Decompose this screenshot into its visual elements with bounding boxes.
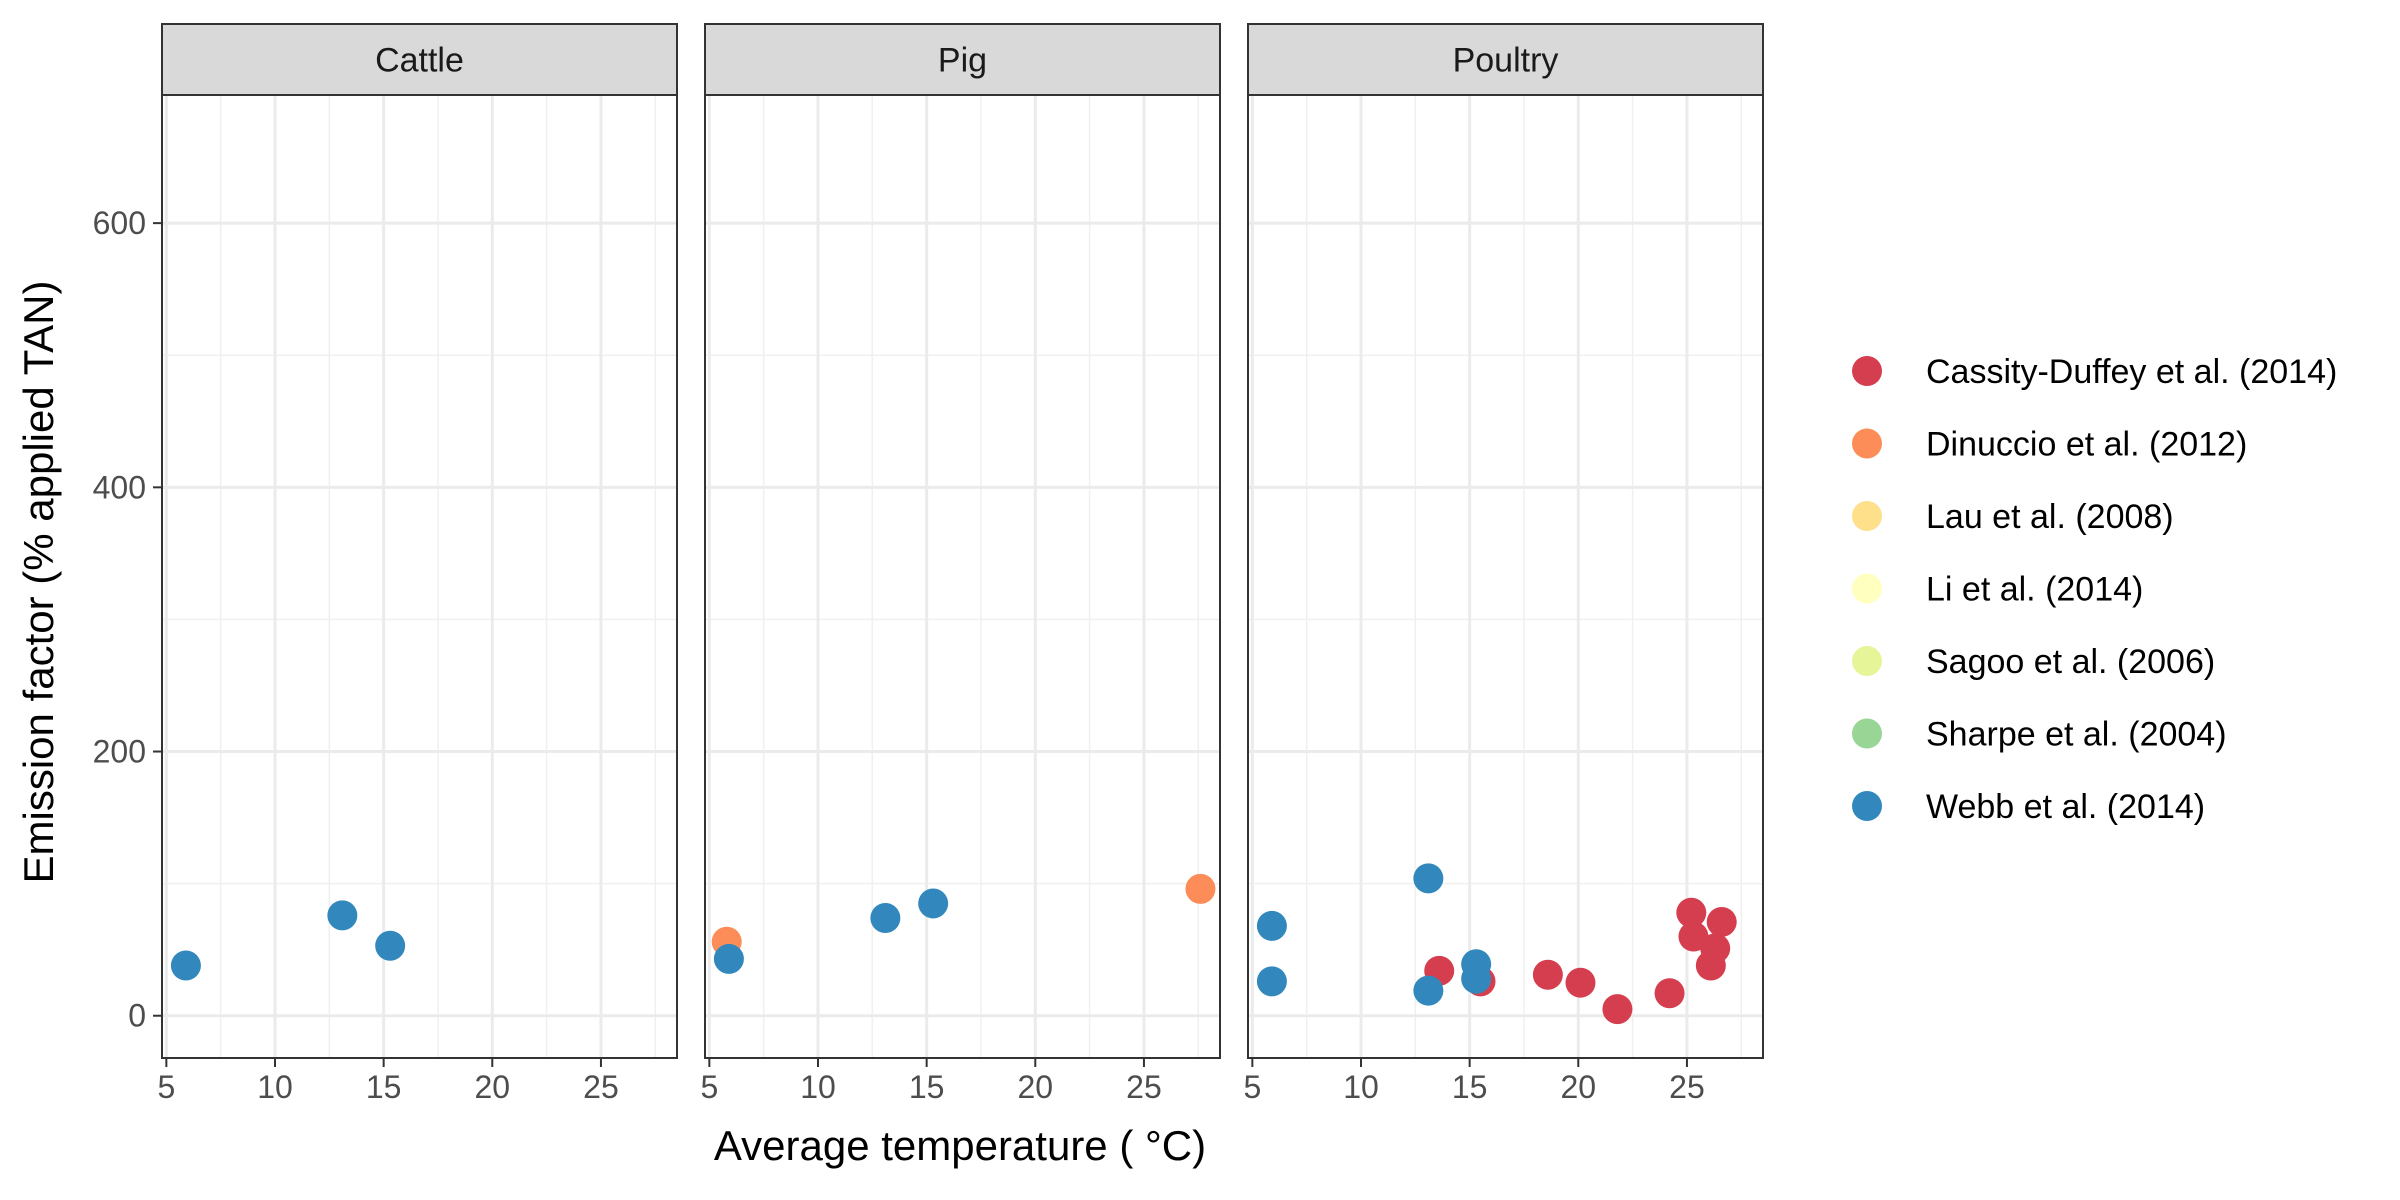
x-tick-label: 10 (1343, 1069, 1379, 1105)
data-point (1532, 959, 1563, 990)
facet-panel-poultry: Poultry 5 10 15 20 25 (1243, 23, 1764, 1105)
y-tick-label: 400 (93, 469, 146, 505)
legend-key (1852, 356, 1882, 386)
data-point (327, 900, 358, 931)
legend-key (1852, 791, 1882, 821)
x-tick-label: 25 (1669, 1069, 1705, 1105)
legend-key (1852, 718, 1882, 749)
legend: Cassity-Duffey et al. (2014) Dinuccio et … (1852, 353, 2337, 826)
legend-key (1852, 501, 1882, 531)
y-tick-label: 200 (93, 734, 146, 770)
legend-item-lau-et-al-2008: Lau et al. (2008) (1852, 498, 2174, 536)
data-point (1565, 967, 1596, 998)
x-tick-label: 20 (474, 1069, 510, 1105)
x-tick-label: 25 (583, 1069, 619, 1105)
data-point (375, 930, 406, 961)
facet-strip (161, 23, 678, 96)
legend-label: Dinuccio et al. (2012) (1926, 426, 2247, 464)
facet-strip-label: Pig (938, 42, 987, 80)
legend-key (1852, 573, 1882, 604)
x-tick-label: 5 (157, 1069, 175, 1105)
data-point (1676, 897, 1707, 928)
y-tick-label: 600 (93, 205, 146, 241)
data-point (1695, 950, 1726, 981)
legend-item-dinuccio-et-al-2012: Dinuccio et al. (2012) (1852, 426, 2247, 464)
x-tick-label: 15 (1452, 1069, 1488, 1105)
data-point (1602, 994, 1633, 1025)
legend-key (1852, 646, 1882, 676)
facet-strip-label: Poultry (1453, 42, 1559, 80)
data-point (1654, 978, 1685, 1009)
data-point (1706, 906, 1737, 937)
y-axis-title: Emission factor (% applied TAN) (15, 281, 62, 884)
x-tick-label: 20 (1560, 1069, 1596, 1105)
legend-item-sharpe-et-al-2004: Sharpe et al. (2004) (1852, 716, 2227, 754)
facet-panel-pig: Pig 5 10 15 20 25 (700, 23, 1221, 1105)
legend-item-sagoo-et-al-2006: Sagoo et al. (2006) (1852, 643, 2215, 681)
y-tick-label: 0 (128, 998, 146, 1034)
legend-label: Webb et al. (2014) (1926, 788, 2205, 826)
x-tick-label: 10 (257, 1069, 293, 1105)
x-tick-label: 10 (800, 1069, 836, 1105)
data-point (713, 943, 744, 974)
data-point (1185, 873, 1216, 904)
facet-strip (1247, 23, 1764, 96)
legend-item-li-et-al-2014: Li et al. (2014) (1852, 571, 2143, 609)
legend-item-cassity-duffey-et-al-2014: Cassity-Duffey et al. (2014) (1852, 353, 2337, 391)
panel-border (1247, 94, 1764, 1059)
data-point (870, 902, 901, 933)
legend-label: Lau et al. (2008) (1926, 498, 2174, 536)
x-tick-label: 15 (366, 1069, 402, 1105)
legend-label: Cassity-Duffey et al. (2014) (1926, 353, 2337, 391)
facet-panel-cattle: Cattle 5 10 15 20 25 0 200 400 600 (93, 23, 678, 1105)
x-tick-label: 5 (1243, 1069, 1261, 1105)
panel-background (705, 95, 1220, 1058)
x-tick-label: 20 (1017, 1069, 1053, 1105)
x-tick-label: 5 (700, 1069, 718, 1105)
data-point (170, 950, 201, 981)
data-point (1413, 975, 1444, 1006)
legend-label: Sharpe et al. (2004) (1926, 716, 2227, 754)
panel-border (704, 94, 1221, 1059)
x-axis-title: Average temperature ( °C) (714, 1122, 1206, 1169)
panel-border (161, 94, 678, 1059)
legend-label: Li et al. (2014) (1926, 571, 2143, 609)
legend-label: Sagoo et al. (2006) (1926, 643, 2215, 681)
data-point (918, 888, 949, 919)
panel-background (162, 95, 677, 1058)
data-point (1256, 966, 1287, 997)
x-tick-label: 25 (1126, 1069, 1162, 1105)
data-point (1461, 963, 1492, 994)
x-tick-label: 15 (909, 1069, 945, 1105)
data-point (1413, 863, 1444, 894)
panel-background (1248, 95, 1763, 1058)
data-point (1256, 910, 1287, 941)
facet-strip-label: Cattle (375, 42, 464, 80)
legend-item-webb-et-al-2014: Webb et al. (2014) (1852, 788, 2205, 826)
legend-key (1852, 428, 1882, 459)
